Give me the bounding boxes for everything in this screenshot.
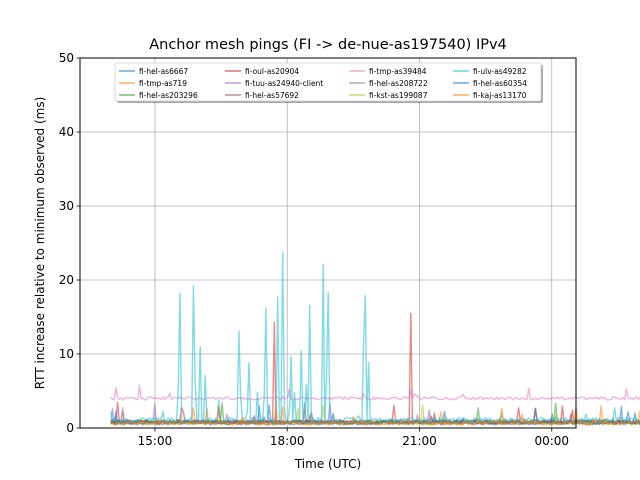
- y-axis-label: RTT increase relative to minimum observe…: [33, 97, 47, 390]
- tick-layer: 0102030405015:0018:0021:0000:0003:0006:0…: [59, 51, 569, 448]
- y-tick-label: 40: [59, 125, 74, 139]
- series-line-fi-tuu-as24940-client: [110, 403, 640, 425]
- plot-frame: [79, 57, 577, 429]
- y-tick-label: 0: [66, 421, 74, 435]
- legend-label: fi-ulv-as49282: [473, 67, 527, 76]
- series-line-fi-oul-as20904: [110, 312, 640, 425]
- legend-label: fi-kst-as199087: [369, 91, 428, 100]
- x-tick-label: 00:00: [534, 434, 569, 448]
- x-axis-label: Time (UTC): [294, 457, 361, 471]
- chart-title: Anchor mesh pings (FI -> de-nue-as197540…: [149, 37, 507, 53]
- series-layer: [110, 251, 640, 426]
- legend-label: fi-tmp-as719: [139, 79, 187, 88]
- legend-label: fi-hel-as208722: [369, 79, 428, 88]
- series-line-fi-kaj-as13170: [110, 405, 640, 426]
- y-tick-label: 10: [59, 347, 74, 361]
- legend-box: [114, 62, 542, 102]
- x-tick-label: 15:00: [138, 434, 173, 448]
- legend-label: fi-hel-as6667: [139, 67, 188, 76]
- grid-layer: [80, 57, 576, 429]
- legend-label: fi-hel-as57692: [245, 91, 299, 100]
- y-tick-label: 30: [59, 199, 74, 213]
- x-tick-label: 18:00: [270, 434, 305, 448]
- legend-label: fi-hel-as203296: [139, 91, 198, 100]
- legend-label: fi-oul-as20904: [245, 67, 299, 76]
- x-tick-label: 21:00: [402, 434, 437, 448]
- series-line-fi-hel-as60354: [110, 405, 640, 425]
- legend-label: fi-hel-as60354: [473, 79, 527, 88]
- legend-label: fi-kaj-as13170: [473, 91, 527, 100]
- y-tick-label: 50: [59, 51, 74, 65]
- y-tick-label: 20: [59, 273, 74, 287]
- series-line-fi-tmp-as39484: [110, 384, 640, 401]
- legend-label: fi-tmp-as39484: [369, 67, 427, 76]
- legend-label: fi-tuu-as24940-client: [245, 79, 323, 88]
- series-line-fi-ulv-as49282: [110, 251, 640, 423]
- legend: fi-hel-as6667 fi-tmp-as719 fi-hel-as203296…: [114, 62, 543, 103]
